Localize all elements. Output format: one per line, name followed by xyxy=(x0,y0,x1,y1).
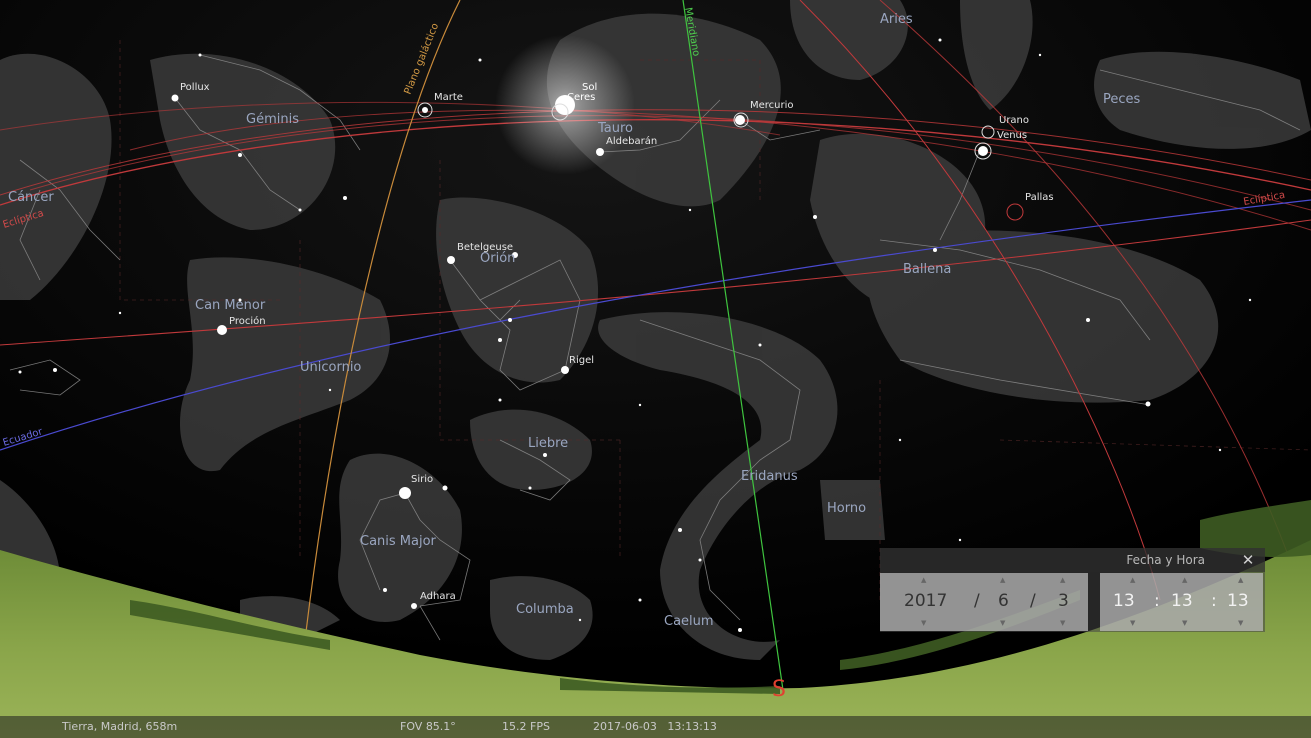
planet-markers[interactable] xyxy=(417,102,1024,221)
constellation-lines xyxy=(9,54,1301,641)
label-venus: Venus xyxy=(997,130,1027,141)
day-value[interactable]: 3 xyxy=(1058,591,1069,611)
date-separator: / xyxy=(974,591,980,611)
label-orion: Orión xyxy=(480,251,515,266)
label-aldebaran: Aldebarán xyxy=(606,135,657,147)
label-sol: Sol xyxy=(582,82,597,93)
hour-value[interactable]: 13 xyxy=(1113,591,1135,611)
year-up-arrow-icon[interactable]: ▲ xyxy=(921,576,927,584)
mercurio-marker xyxy=(733,112,749,128)
year-value[interactable]: 2017 xyxy=(904,591,948,611)
hour-down-arrow-icon[interactable]: ▼ xyxy=(1130,619,1136,627)
label-pallas: Pallas xyxy=(1025,192,1054,203)
time-separator: : xyxy=(1211,591,1217,611)
label-eridanus: Eridanus xyxy=(741,469,798,484)
day-up-arrow-icon[interactable]: ▲ xyxy=(1060,576,1066,584)
marte-marker xyxy=(417,102,433,118)
status-datetime[interactable]: 2017-06-03 13:13:13 xyxy=(593,720,717,733)
label-ceres: Ceres xyxy=(567,92,595,103)
month-down-arrow-icon[interactable]: ▼ xyxy=(1000,619,1006,627)
minute-down-arrow-icon[interactable]: ▼ xyxy=(1182,619,1188,627)
label-betelgeuse: Betelgeuse xyxy=(457,242,513,253)
second-up-arrow-icon[interactable]: ▲ xyxy=(1238,576,1244,584)
label-rigel: Rigel xyxy=(569,355,594,366)
label-canis-major: Canis Major xyxy=(360,534,437,549)
label-sirio: Sirio xyxy=(411,474,433,485)
status-fps: 15.2 FPS xyxy=(502,720,550,733)
dialog-title[interactable]: Fecha y Hora xyxy=(880,548,1265,572)
status-fov: FOV 85.1° xyxy=(400,720,456,733)
label-geminis: Géminis xyxy=(246,112,299,127)
label-peces: Peces xyxy=(1103,92,1141,107)
year-down-arrow-icon[interactable]: ▼ xyxy=(921,619,927,627)
second-down-arrow-icon[interactable]: ▼ xyxy=(1238,619,1244,627)
ceres-marker xyxy=(551,103,569,121)
star-field xyxy=(18,38,1252,632)
label-urano: Urano xyxy=(999,115,1029,126)
date-separator: / xyxy=(1030,591,1036,611)
constellation-art xyxy=(0,0,1311,660)
cardinal-south: S xyxy=(772,677,786,702)
urano-marker xyxy=(981,125,995,139)
label-columba: Columba xyxy=(516,602,574,617)
status-location[interactable]: Tierra, Madrid, 658m xyxy=(62,720,178,733)
label-aries: Aries xyxy=(880,12,913,27)
reference-lines xyxy=(0,0,1311,691)
month-up-arrow-icon[interactable]: ▲ xyxy=(1000,576,1006,584)
date-field[interactable]: ▲ ▼ 2017 / ▲ ▼ 6 / ▲ ▼ 3 xyxy=(880,573,1088,631)
label-ballena: Ballena xyxy=(903,262,951,277)
status-bar: Tierra, Madrid, 658m FOV 85.1° 15.2 FPS … xyxy=(0,716,1311,738)
label-horno: Horno xyxy=(827,501,866,516)
hour-up-arrow-icon[interactable]: ▲ xyxy=(1130,576,1136,584)
month-value[interactable]: 6 xyxy=(998,591,1009,611)
constellation-boundaries xyxy=(119,40,1311,600)
label-marte: Marte xyxy=(434,92,463,103)
close-icon[interactable]: ✕ xyxy=(1241,551,1255,569)
time-separator: : xyxy=(1154,591,1160,611)
pallas-marker xyxy=(1006,203,1024,221)
equator-line xyxy=(0,199,1311,451)
meridian-line xyxy=(682,0,784,691)
label-liebre: Liebre xyxy=(528,436,568,451)
label-mercurio: Mercurio xyxy=(750,100,794,111)
label-tauro: Tauro xyxy=(597,121,633,136)
label-pollux: Pollux xyxy=(180,82,210,93)
date-time-dialog[interactable]: Fecha y Hora ✕ ▲ ▼ 2017 / ▲ ▼ 6 / ▲ ▼ 3 … xyxy=(880,548,1265,632)
minute-up-arrow-icon[interactable]: ▲ xyxy=(1182,576,1188,584)
galactic-plane-line xyxy=(304,0,461,641)
venus-marker xyxy=(974,142,992,160)
label-unicornio: Unicornio xyxy=(300,360,361,375)
ground-horizon xyxy=(0,540,1311,738)
label-cancer: Cáncer xyxy=(8,190,54,205)
label-caelum: Caelum xyxy=(664,614,714,629)
day-down-arrow-icon[interactable]: ▼ xyxy=(1060,619,1066,627)
label-procion: Proción xyxy=(229,315,266,327)
label-adhara: Adhara xyxy=(420,591,456,602)
sun[interactable] xyxy=(555,95,575,115)
second-value[interactable]: 13 xyxy=(1227,591,1249,611)
minute-value[interactable]: 13 xyxy=(1171,591,1193,611)
label-can-menor: Can Menor xyxy=(195,298,266,313)
time-field[interactable]: ▲ ▼ 13 : ▲ ▼ 13 : ▲ ▼ 13 xyxy=(1100,573,1263,631)
